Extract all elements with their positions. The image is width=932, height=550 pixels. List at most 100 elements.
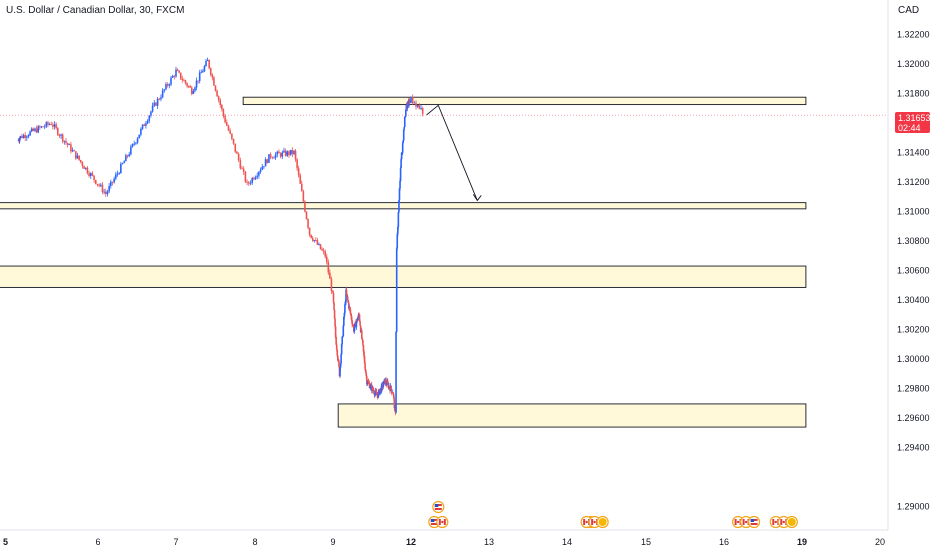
candle-body [227, 125, 230, 131]
candle-body [302, 191, 305, 202]
zones-layer [0, 96, 807, 428]
candle-body [420, 108, 422, 109]
candle-body [347, 302, 350, 309]
time-tick-label: 12 [406, 537, 416, 547]
candle-body [335, 337, 337, 345]
projection-path [426, 104, 478, 201]
candle-body [236, 151, 238, 154]
candle-body [385, 380, 387, 384]
candle-body [232, 138, 235, 144]
candle-body [356, 318, 358, 323]
candle-body [247, 182, 250, 184]
candle-body [343, 312, 346, 317]
time-tick-label: 6 [95, 537, 100, 547]
candle-body [395, 248, 398, 332]
candle-body [208, 59, 210, 69]
candle-body [274, 154, 277, 158]
candle-body [140, 128, 142, 135]
candle-body [363, 356, 366, 364]
candle-body [40, 126, 43, 128]
candle-body [345, 289, 348, 295]
candle-body [168, 84, 171, 86]
candle-body [153, 102, 156, 106]
candle-body [93, 175, 95, 180]
candle-body [399, 167, 402, 181]
candle-body [364, 369, 367, 373]
candle-body [136, 138, 139, 143]
candle-body [161, 90, 164, 98]
candle-body [256, 175, 259, 178]
price-tick-label: 1.29400 [897, 442, 930, 452]
symbol-title[interactable]: U.S. Dollar / Canadian Dollar, 30, FXCM [6, 5, 185, 16]
candle-body [242, 168, 245, 172]
candle-body [194, 87, 196, 91]
candle-body [402, 129, 405, 141]
flag-leaf [585, 520, 588, 524]
candle-body [413, 102, 416, 104]
candle-body [21, 135, 23, 139]
price-tick-label: 1.30000 [897, 354, 930, 364]
candle-body [229, 130, 231, 134]
candle-body [128, 154, 130, 157]
flag-band-left [742, 519, 745, 525]
candles-layer [17, 57, 424, 416]
candle-body [79, 159, 82, 163]
candle-body [357, 317, 359, 321]
candle-body [392, 392, 395, 395]
candle-body [206, 59, 209, 62]
candle-body [345, 289, 347, 303]
candle-body [202, 71, 204, 73]
candle-body [89, 173, 92, 176]
zone-support-1 [0, 202, 807, 210]
candle-body [253, 178, 255, 180]
candle-body [58, 134, 61, 136]
candle-body [222, 109, 225, 116]
candle-body [329, 272, 331, 279]
candle-body [61, 134, 64, 142]
candle-body [318, 244, 320, 245]
candle-body [197, 80, 199, 82]
candle-body [43, 126, 46, 128]
candle-body [327, 262, 330, 273]
candle-body [369, 387, 371, 389]
candle-body [22, 135, 25, 139]
candle-body [258, 171, 260, 176]
candle-body [73, 150, 75, 152]
candle-body [76, 155, 79, 159]
candle-body [213, 77, 215, 86]
candle-body [408, 99, 410, 106]
candle-body [403, 127, 406, 130]
candle-body [396, 234, 399, 249]
flag-band-right [443, 519, 446, 525]
price-tag-box [895, 112, 930, 133]
candle-body [353, 328, 356, 332]
candle-body [96, 183, 99, 185]
flag-fill [598, 518, 607, 526]
candle-body [121, 163, 124, 164]
candle-body [42, 126, 44, 128]
us-flag-icon [747, 515, 761, 529]
candle-body [368, 383, 371, 389]
candle-body [135, 142, 137, 144]
candle-body [56, 127, 59, 135]
candle-body [416, 105, 419, 107]
price-tick-label: 1.31000 [897, 206, 930, 216]
candle-body [237, 153, 240, 161]
candle-body [339, 367, 341, 377]
candle-body [375, 390, 377, 393]
candle-body [382, 384, 385, 387]
candle-body [141, 124, 144, 129]
candle-body [110, 181, 112, 186]
candle-body [293, 150, 295, 154]
us-flag-icon [432, 500, 445, 514]
candle-body [403, 116, 406, 128]
candle-body [53, 124, 56, 127]
candle-body [319, 244, 322, 250]
current-price-tag: 1.31653 02:44 [895, 112, 931, 133]
candle-body [268, 154, 270, 163]
zone-resistance [242, 96, 807, 106]
candle-body [66, 142, 69, 145]
price-tick-label: 1.31800 [897, 89, 930, 99]
